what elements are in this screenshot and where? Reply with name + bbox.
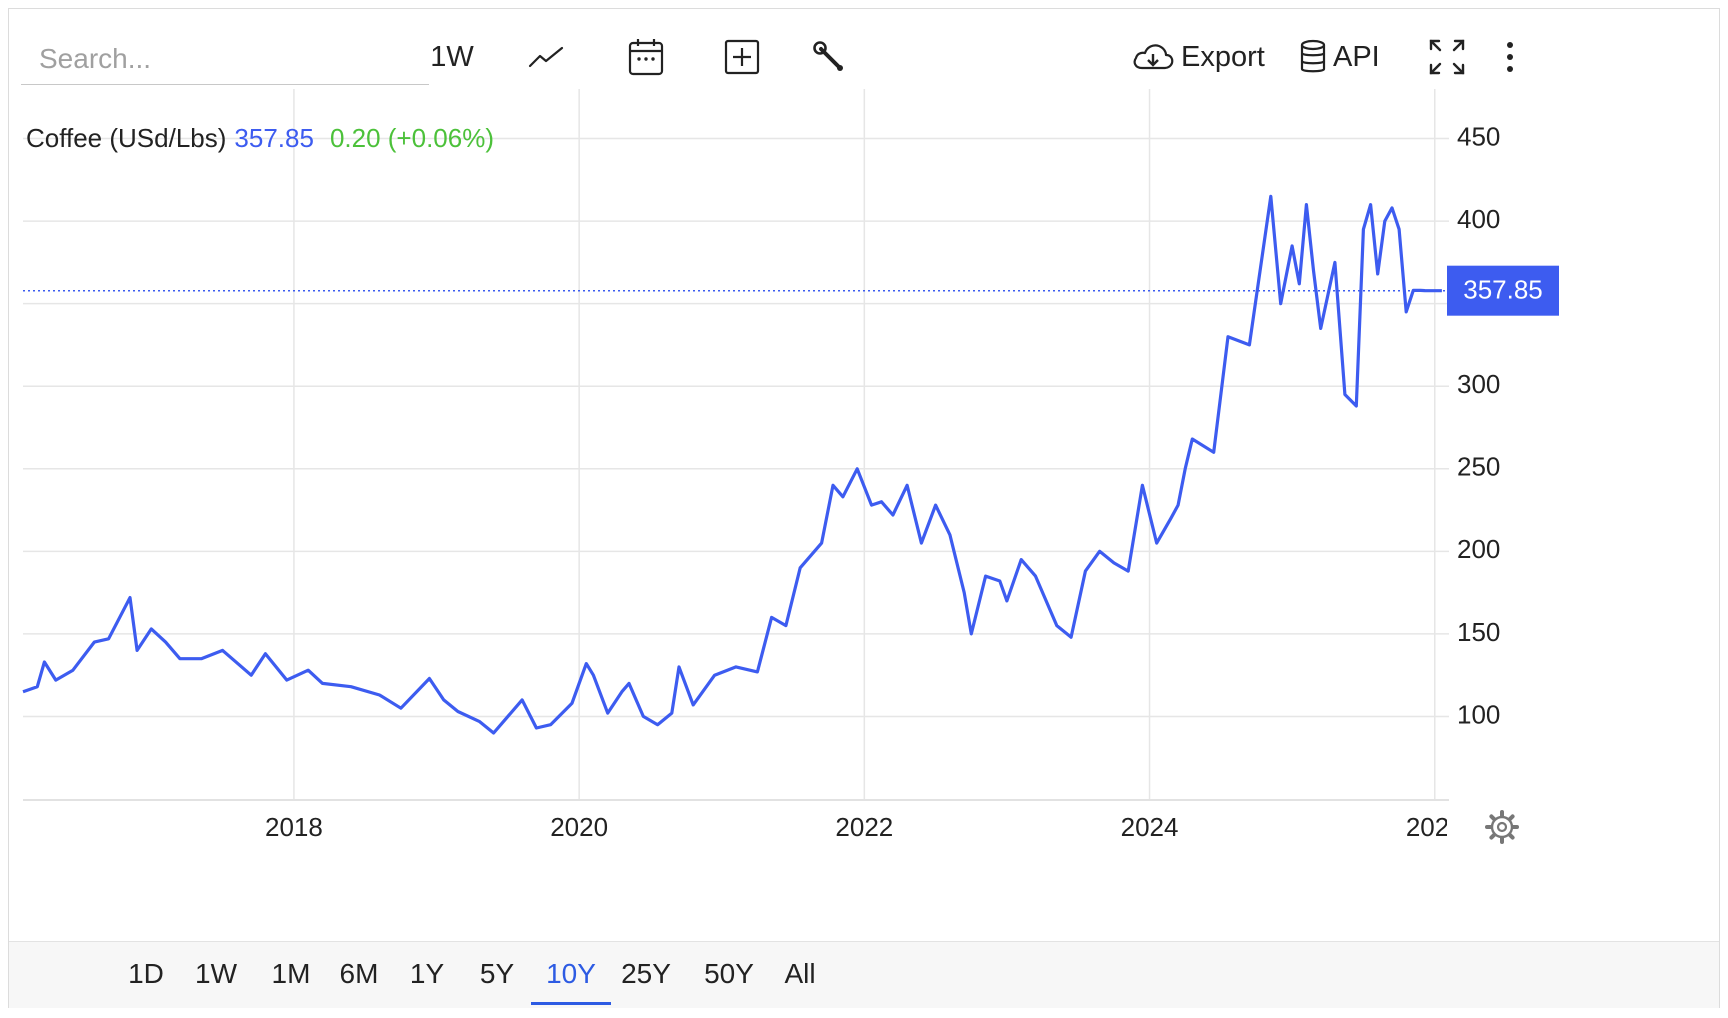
more-menu-button[interactable] <box>1495 29 1525 85</box>
y-axis: 100150200250300350400450 <box>1457 121 1500 729</box>
last-price-badge <box>1447 265 1559 316</box>
range-button-1y[interactable]: 1Y <box>409 958 445 989</box>
legend-change: 0.20 (+0.06%) <box>330 123 494 153</box>
x-tick-label: 2018 <box>265 812 323 842</box>
range-button-5y[interactable]: 5Y <box>479 958 515 989</box>
range-button-1m[interactable]: 1M <box>271 958 311 989</box>
date-range-button[interactable] <box>615 29 677 85</box>
y-tick-label: 200 <box>1457 534 1500 564</box>
tools-button[interactable] <box>801 29 857 85</box>
export-label: Export <box>1181 40 1265 73</box>
y-tick-label: 250 <box>1457 452 1500 482</box>
x-tick-label: 2024 <box>1121 812 1179 842</box>
expand-icon <box>1428 38 1466 76</box>
line-chart-icon <box>528 44 566 70</box>
range-button-all[interactable]: All <box>784 958 816 989</box>
wrench-icon <box>811 39 847 75</box>
database-icon <box>1299 39 1327 75</box>
toolbar: 1W Export <box>9 9 1721 97</box>
export-button[interactable]: Export <box>1131 29 1265 85</box>
cloud-download-icon <box>1131 41 1175 73</box>
interval-button[interactable]: 1W <box>421 29 483 85</box>
price-chart[interactable]: 100150200250300350400450 201820202022202… <box>9 9 1719 939</box>
x-tick-label: 2022 <box>835 812 893 842</box>
y-tick-label: 450 <box>1457 121 1500 151</box>
legend-last-value: 357.85 <box>234 123 314 153</box>
api-button[interactable]: API <box>1299 29 1389 85</box>
range-button-6m[interactable]: 6M <box>339 958 379 989</box>
chart-settings-button[interactable] <box>1485 810 1519 844</box>
api-label: API <box>1333 40 1380 73</box>
range-button-10y[interactable]: 10Y <box>531 942 611 1005</box>
x-tick-label: 2026 <box>1406 812 1464 842</box>
chart-widget: 1W Export <box>8 8 1720 1008</box>
add-indicator-button[interactable] <box>711 29 773 85</box>
y-tick-label: 400 <box>1457 204 1500 234</box>
y-tick-label: 100 <box>1457 699 1500 729</box>
plus-square-icon <box>724 39 760 75</box>
chart-type-button[interactable] <box>519 29 575 85</box>
calendar-icon <box>627 37 665 77</box>
last-price-badge-label: 357.85 <box>1463 275 1543 305</box>
range-button-1w[interactable]: 1W <box>195 958 237 989</box>
time-range-bar: 1D 1W 1M 6M 1Y 5Y 10Y 25Y 50Y All <box>9 941 1719 1008</box>
y-tick-label: 300 <box>1457 369 1500 399</box>
more-vertical-icon <box>1506 41 1514 73</box>
chart-legend: Coffee (USd/Lbs) 357.85 0.20 (+0.06%) <box>26 123 494 153</box>
range-button-25y[interactable]: 25Y <box>621 958 671 989</box>
x-axis: 2018 2020 2022 2024 2026 <box>265 812 1464 842</box>
range-button-1d[interactable]: 1D <box>128 958 164 989</box>
gear-icon <box>1485 810 1519 844</box>
interval-label: 1W <box>430 40 474 73</box>
search-input[interactable] <box>21 33 429 85</box>
legend-series-name: Coffee (USd/Lbs) <box>26 123 226 153</box>
y-tick-label: 150 <box>1457 617 1500 647</box>
chart-gridlines <box>23 89 1449 799</box>
coffee-price-line <box>22 194 1442 735</box>
fullscreen-button[interactable] <box>1423 29 1471 85</box>
x-tick-label: 2020 <box>550 812 608 842</box>
range-button-50y[interactable]: 50Y <box>704 958 754 989</box>
